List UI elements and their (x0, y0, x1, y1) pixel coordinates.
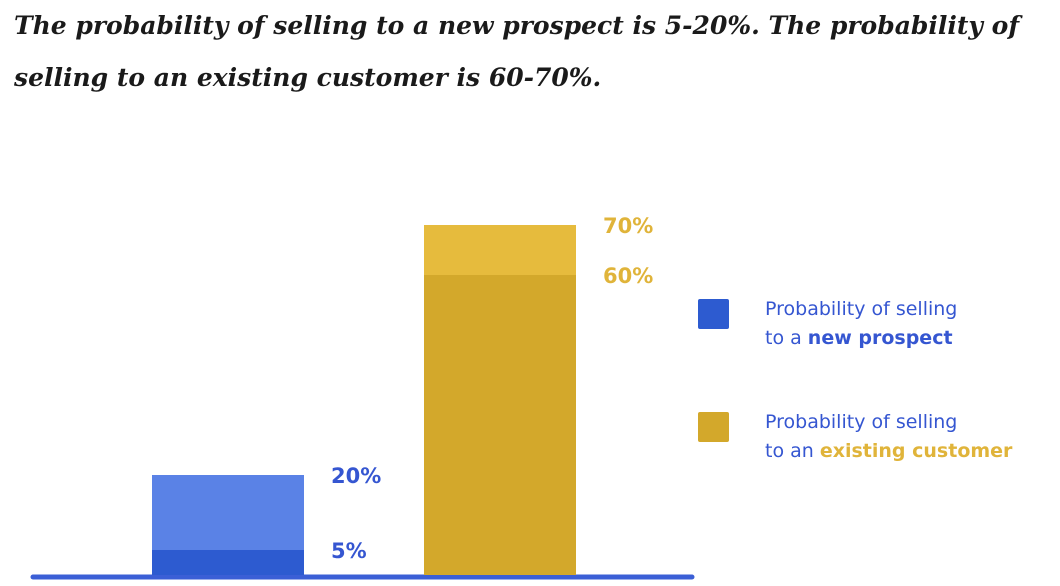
bar-base-new-prospect (152, 550, 304, 575)
bar-base-existing-customer (424, 275, 576, 575)
legend-label-line2: to an existing customer (765, 437, 1012, 466)
data-label-existing-customer-low: 60% (603, 264, 653, 288)
legend-label-new-prospect: Probability of selling to a new prospect (765, 295, 957, 353)
legend-swatch-new-prospect (698, 299, 729, 329)
legend-item-new-prospect: Probability of selling to a new prospect (698, 295, 1048, 355)
headline: The probability of selling to a new pros… (14, 11, 1020, 92)
data-label-new-prospect-low: 5% (331, 539, 367, 563)
data-label-existing-customer-high: 70% (603, 214, 653, 238)
legend-label-emphasis: new prospect (807, 327, 953, 349)
legend-label-line1: Probability of selling (765, 411, 958, 433)
legend-swatch-existing-customer (698, 412, 729, 442)
bar-range-existing-customer (424, 225, 576, 275)
data-label-new-prospect-high: 20% (331, 464, 381, 488)
legend-label-prefix: to a (765, 327, 808, 349)
legend-label-emphasis: existing customer (819, 440, 1013, 462)
legend-item-existing-customer: Probability of selling to an existing cu… (698, 408, 1048, 468)
legend-label-line1: Probability of selling (765, 298, 958, 320)
legend-label-line2: to a new prospect (765, 324, 957, 353)
legend-label-prefix: to an (765, 440, 820, 462)
bar-range-new-prospect (152, 475, 304, 550)
legend-label-existing-customer: Probability of selling to an existing cu… (765, 408, 1012, 466)
